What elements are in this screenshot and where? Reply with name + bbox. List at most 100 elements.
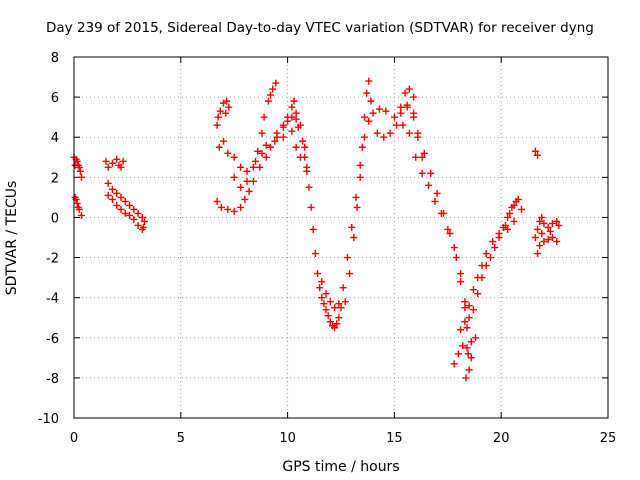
data-point xyxy=(309,225,317,233)
data-point xyxy=(433,189,441,197)
data-point xyxy=(303,167,311,175)
data-point xyxy=(390,113,398,121)
data-point xyxy=(346,270,354,278)
data-point xyxy=(243,167,251,175)
series-arc-2 xyxy=(71,193,85,219)
data-point xyxy=(288,127,296,135)
data-point xyxy=(514,195,522,203)
data-point xyxy=(102,157,110,165)
y-tick-label: -2 xyxy=(46,252,59,267)
data-point xyxy=(534,250,542,258)
data-point xyxy=(546,227,554,235)
data-point xyxy=(217,203,225,211)
data-point xyxy=(356,161,364,169)
data-point xyxy=(216,107,224,115)
data-point xyxy=(213,197,221,205)
series-arc-11 xyxy=(318,85,418,312)
data-point xyxy=(353,203,361,211)
data-point xyxy=(548,219,556,227)
data-point xyxy=(331,324,339,332)
data-point xyxy=(365,117,373,125)
data-point xyxy=(420,149,428,157)
data-point xyxy=(457,326,465,334)
data-point xyxy=(517,205,525,213)
data-point xyxy=(412,153,420,161)
x-tick-label: 0 xyxy=(70,431,78,446)
x-tick-label: 20 xyxy=(493,431,510,446)
data-point xyxy=(538,213,546,221)
data-point xyxy=(224,149,232,157)
data-point xyxy=(446,229,454,237)
data-point xyxy=(326,318,334,326)
data-point xyxy=(77,211,85,219)
tick-labels: 0 5 10 15 20 25 -10 -8 -6 -4 -2 0 2 4 6 8 xyxy=(38,51,617,446)
data-point xyxy=(269,85,277,93)
data-point xyxy=(333,320,341,328)
data-point xyxy=(341,298,349,306)
data-point xyxy=(299,137,307,145)
data-point xyxy=(418,169,426,177)
data-point xyxy=(258,129,266,137)
data-point xyxy=(258,149,266,157)
data-point xyxy=(465,302,473,310)
data-point xyxy=(489,238,497,246)
data-point xyxy=(386,129,394,137)
data-point xyxy=(465,366,473,374)
data-point xyxy=(311,250,319,258)
data-point xyxy=(272,79,280,87)
data-point xyxy=(358,143,366,151)
data-point xyxy=(214,113,222,121)
data-point xyxy=(335,300,343,308)
data-point xyxy=(307,203,315,211)
data-point xyxy=(440,209,448,217)
data-points xyxy=(70,77,563,382)
data-point xyxy=(260,113,268,121)
data-point xyxy=(401,89,409,97)
series-arc-14 xyxy=(403,101,520,322)
data-point xyxy=(462,374,470,382)
y-tick-label: -4 xyxy=(46,292,59,307)
data-point xyxy=(356,173,364,181)
data-point xyxy=(121,209,129,217)
data-point xyxy=(326,298,334,306)
data-point xyxy=(113,189,121,197)
data-point xyxy=(553,238,561,246)
data-point xyxy=(403,101,411,109)
data-point xyxy=(464,350,472,358)
data-point xyxy=(352,193,360,201)
y-tick-label: -6 xyxy=(46,332,59,347)
data-point xyxy=(450,360,458,368)
data-point xyxy=(108,195,116,203)
data-point xyxy=(322,306,330,314)
data-point xyxy=(425,181,433,189)
x-tick-label: 5 xyxy=(177,431,185,446)
data-point xyxy=(230,153,238,161)
data-point xyxy=(215,143,223,151)
data-point xyxy=(450,244,458,252)
data-point xyxy=(418,153,426,161)
data-point xyxy=(478,262,486,270)
series-arc-10 xyxy=(273,97,345,332)
data-point xyxy=(134,221,142,229)
data-point xyxy=(74,203,82,211)
data-point xyxy=(225,103,233,111)
data-point xyxy=(220,137,228,145)
data-point xyxy=(410,109,418,117)
data-point xyxy=(230,173,238,181)
data-point xyxy=(465,314,473,322)
data-point xyxy=(397,109,405,117)
data-point xyxy=(237,163,245,171)
data-point xyxy=(75,163,83,171)
data-point xyxy=(504,225,512,233)
data-point xyxy=(305,183,313,191)
data-point xyxy=(414,129,422,137)
data-point xyxy=(314,270,322,278)
chart-title: Day 239 of 2015, Sidereal Day-to-day VTE… xyxy=(46,20,594,36)
data-point xyxy=(393,121,401,129)
data-point xyxy=(491,244,499,252)
data-point xyxy=(534,151,542,159)
data-point xyxy=(130,205,138,213)
data-point xyxy=(290,97,298,105)
data-point xyxy=(117,205,125,213)
